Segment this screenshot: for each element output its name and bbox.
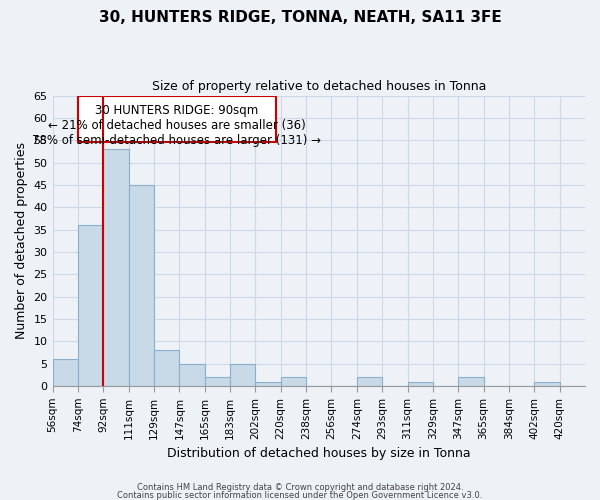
Bar [407, 382, 433, 386]
X-axis label: Distribution of detached houses by size in Tonna: Distribution of detached houses by size … [167, 447, 470, 460]
Bar [256, 382, 281, 386]
Text: 78% of semi-detached houses are larger (131) →: 78% of semi-detached houses are larger (… [32, 134, 321, 146]
Bar [357, 377, 382, 386]
Title: Size of property relative to detached houses in Tonna: Size of property relative to detached ho… [152, 80, 486, 93]
Text: 30 HUNTERS RIDGE: 90sqm: 30 HUNTERS RIDGE: 90sqm [95, 104, 259, 117]
Bar [78, 225, 103, 386]
Text: Contains HM Land Registry data © Crown copyright and database right 2024.: Contains HM Land Registry data © Crown c… [137, 484, 463, 492]
Bar [179, 364, 205, 386]
Bar [53, 360, 78, 386]
Bar [230, 364, 256, 386]
Bar [534, 382, 560, 386]
Text: 30, HUNTERS RIDGE, TONNA, NEATH, SA11 3FE: 30, HUNTERS RIDGE, TONNA, NEATH, SA11 3F… [98, 10, 502, 25]
FancyBboxPatch shape [78, 96, 275, 142]
Bar [205, 377, 230, 386]
Text: ← 21% of detached houses are smaller (36): ← 21% of detached houses are smaller (36… [48, 119, 305, 132]
Text: Contains public sector information licensed under the Open Government Licence v3: Contains public sector information licen… [118, 490, 482, 500]
Y-axis label: Number of detached properties: Number of detached properties [15, 142, 28, 340]
Bar [154, 350, 179, 386]
Bar [458, 377, 484, 386]
Bar [281, 377, 306, 386]
Bar [103, 149, 128, 386]
Bar [128, 185, 154, 386]
